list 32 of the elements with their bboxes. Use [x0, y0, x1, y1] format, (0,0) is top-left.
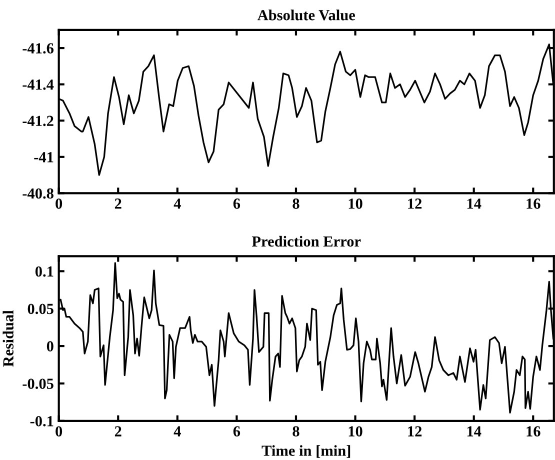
- x-tick-label: 14: [467, 198, 482, 209]
- x-axis-title: Time in [min]: [262, 445, 350, 458]
- x-tick-label: 4: [174, 426, 181, 436]
- chart-title: Absolute Value: [257, 10, 356, 20]
- x-tick-label: 10: [348, 198, 362, 209]
- y-tick-label: 0: [46, 341, 54, 352]
- y-tick-label: 0.1: [35, 266, 54, 277]
- x-tick-label: 8: [292, 426, 300, 437]
- x-tick-label: 0: [56, 426, 62, 437]
- y-tick-label: 0.05: [28, 304, 54, 314]
- y-tick-label: -41: [34, 152, 54, 162]
- x-tick-label: 10: [348, 426, 362, 437]
- x-tick-label: 14: [467, 426, 482, 436]
- x-tick-label: 6: [233, 426, 240, 437]
- x-tick-label: 4: [174, 198, 181, 209]
- y-tick-label: -41.6: [22, 43, 54, 54]
- y-tick-label: -40.8: [22, 188, 54, 199]
- x-tick-label: 2: [114, 426, 122, 436]
- y-tick-label: -41.2: [22, 116, 54, 126]
- y-tick-label: -0.1: [30, 416, 54, 426]
- y-axis-title: Residual: [2, 310, 14, 367]
- y-tick-label: -41.4: [22, 80, 54, 90]
- x-tick-label: 12: [408, 426, 422, 436]
- x-tick-label: 16: [526, 426, 540, 437]
- x-tick-label: 8: [292, 198, 300, 209]
- y-tick-label: -0.05: [22, 378, 54, 389]
- x-tick-label: 6: [233, 198, 240, 209]
- x-tick-label: 2: [114, 198, 122, 209]
- x-tick-label: 0: [56, 198, 62, 209]
- x-tick-label: 12: [408, 198, 422, 209]
- chart-title: Prediction Error: [252, 236, 361, 247]
- x-tick-label: 16: [526, 198, 540, 209]
